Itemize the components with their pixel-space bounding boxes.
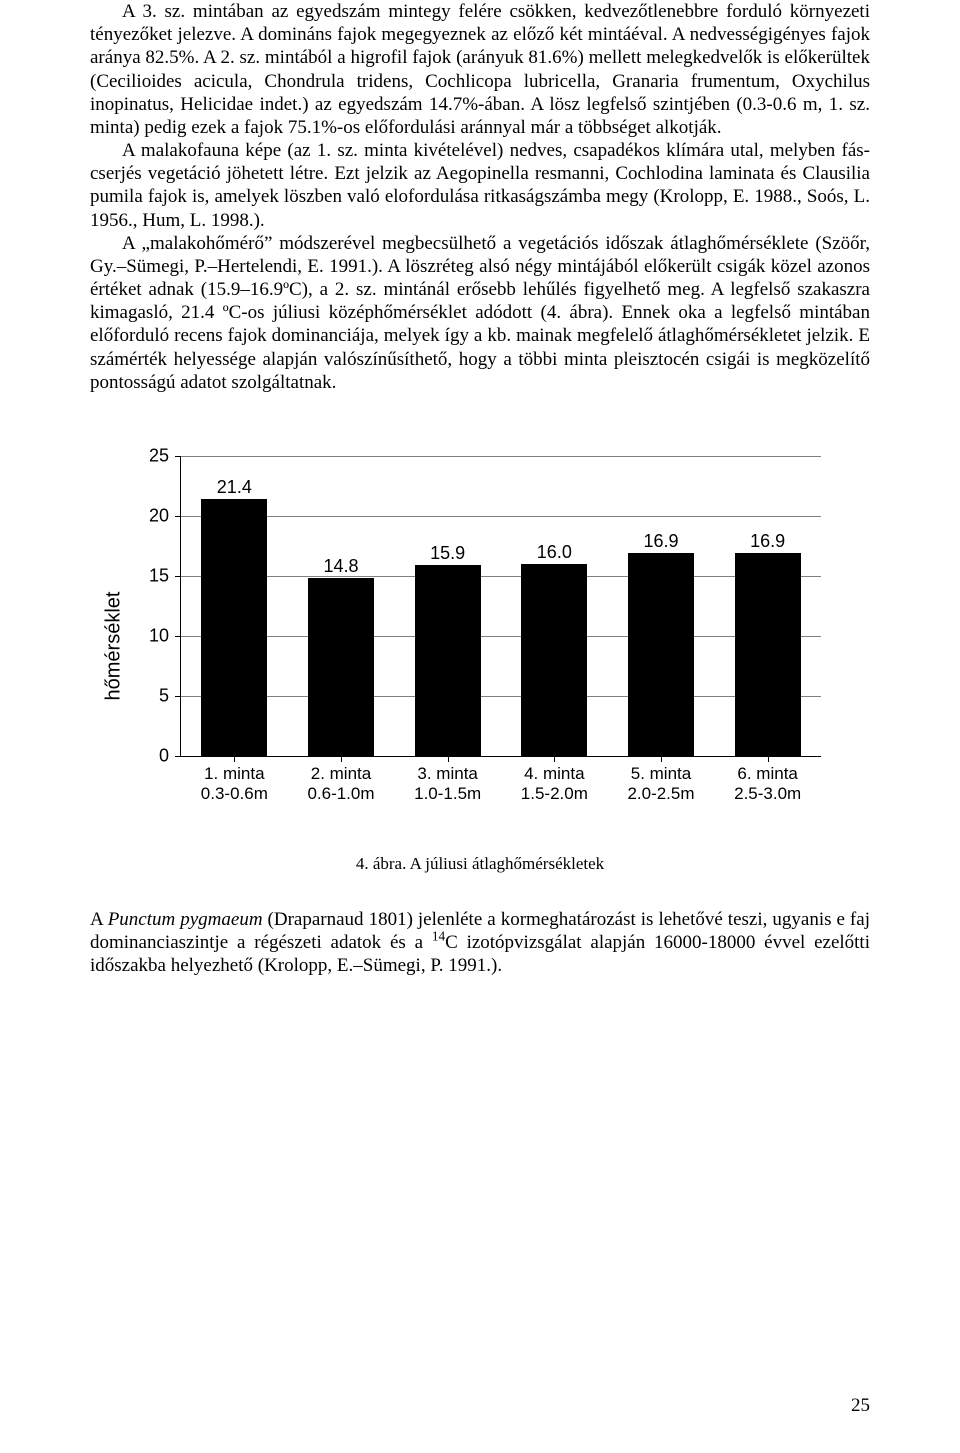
y-tick-label: 25 [149, 445, 169, 466]
bar: 16.9 [628, 553, 694, 756]
paragraph-text: A „malakohőmérő” módszerével megbecsülhe… [90, 233, 870, 393]
x-tick-group: 3. minta1.0-1.5m [394, 756, 501, 805]
paragraph-3: A „malakohőmérő” módszerével megbecsülhe… [90, 232, 870, 394]
bar-chart: hőmérséklet 051015202521.41. minta0.3-0.… [110, 446, 850, 846]
x-tick-group: 6. minta2.5-3.0m [714, 756, 821, 805]
paragraph-text: A 3. sz. mintában az egyedszám mintegy f… [90, 1, 870, 138]
y-tick [175, 636, 181, 637]
bar-value-label: 14.8 [308, 556, 374, 577]
y-tick-label: 10 [149, 625, 169, 646]
x-tick-label-line1: 1. minta [181, 764, 288, 784]
page-number: 25 [851, 1395, 870, 1417]
x-tick-group: 4. minta1.5-2.0m [501, 756, 608, 805]
x-tick-label-line2: 1.0-1.5m [394, 784, 501, 804]
bar: 16.0 [521, 564, 587, 756]
paragraph-text: A malakofauna képe (az 1. sz. minta kivé… [90, 140, 870, 231]
bar-value-label: 21.4 [201, 477, 267, 498]
bar: 21.4 [201, 499, 267, 756]
bar: 15.9 [415, 565, 481, 756]
y-tick-label: 0 [159, 745, 169, 766]
x-tick-label-line1: 5. minta [608, 764, 715, 784]
bar-value-label: 16.0 [521, 542, 587, 563]
bar: 16.9 [735, 553, 801, 756]
paragraph-2: A malakofauna képe (az 1. sz. minta kivé… [90, 139, 870, 232]
bar-value-label: 16.9 [628, 531, 694, 552]
x-tick-group: 2. minta0.6-1.0m [288, 756, 395, 805]
x-tick-label-line1: 4. minta [501, 764, 608, 784]
gridline [181, 576, 821, 577]
y-tick [175, 456, 181, 457]
paragraph-1: A 3. sz. mintában az egyedszám mintegy f… [90, 0, 870, 139]
bar-value-label: 16.9 [735, 531, 801, 552]
chart-container: hőmérséklet 051015202521.41. minta0.3-0.… [110, 446, 850, 874]
x-tick-label-line1: 3. minta [394, 764, 501, 784]
y-axis-label: hőmérséklet [103, 591, 126, 700]
x-tick-label-line2: 2.5-3.0m [714, 784, 821, 804]
x-tick-label-line1: 2. minta [288, 764, 395, 784]
y-tick [175, 516, 181, 517]
y-tick-label: 5 [159, 685, 169, 706]
gridline [181, 456, 821, 457]
gridline [181, 636, 821, 637]
y-tick [175, 576, 181, 577]
x-tick-label-line1: 6. minta [714, 764, 821, 784]
x-tick [768, 756, 769, 762]
x-tick [661, 756, 662, 762]
gridline [181, 696, 821, 697]
plot-area: 051015202521.41. minta0.3-0.6m14.82. min… [180, 456, 821, 757]
footer-text-sup: 14 [432, 929, 445, 944]
x-tick-group: 1. minta0.3-0.6m [181, 756, 288, 805]
y-tick-label: 15 [149, 565, 169, 586]
x-tick-label-line2: 2.0-2.5m [608, 784, 715, 804]
x-tick [554, 756, 555, 762]
y-tick-label: 20 [149, 505, 169, 526]
chart-caption: 4. ábra. A júliusi átlaghőmérsékletek [110, 854, 850, 874]
y-tick [175, 696, 181, 697]
footer-paragraph: A Punctum pygmaeum (Draparnaud 1801) jel… [90, 908, 870, 978]
x-tick-label-line2: 1.5-2.0m [501, 784, 608, 804]
x-tick [341, 756, 342, 762]
gridline [181, 516, 821, 517]
footer-text-italic: Punctum pygmaeum [108, 909, 263, 930]
x-tick-label-line2: 0.6-1.0m [288, 784, 395, 804]
footer-text-pre: A [90, 909, 108, 930]
x-tick [234, 756, 235, 762]
x-tick-group: 5. minta2.0-2.5m [608, 756, 715, 805]
bar-value-label: 15.9 [415, 543, 481, 564]
x-tick-label-line2: 0.3-0.6m [181, 784, 288, 804]
bar: 14.8 [308, 578, 374, 756]
x-tick [448, 756, 449, 762]
